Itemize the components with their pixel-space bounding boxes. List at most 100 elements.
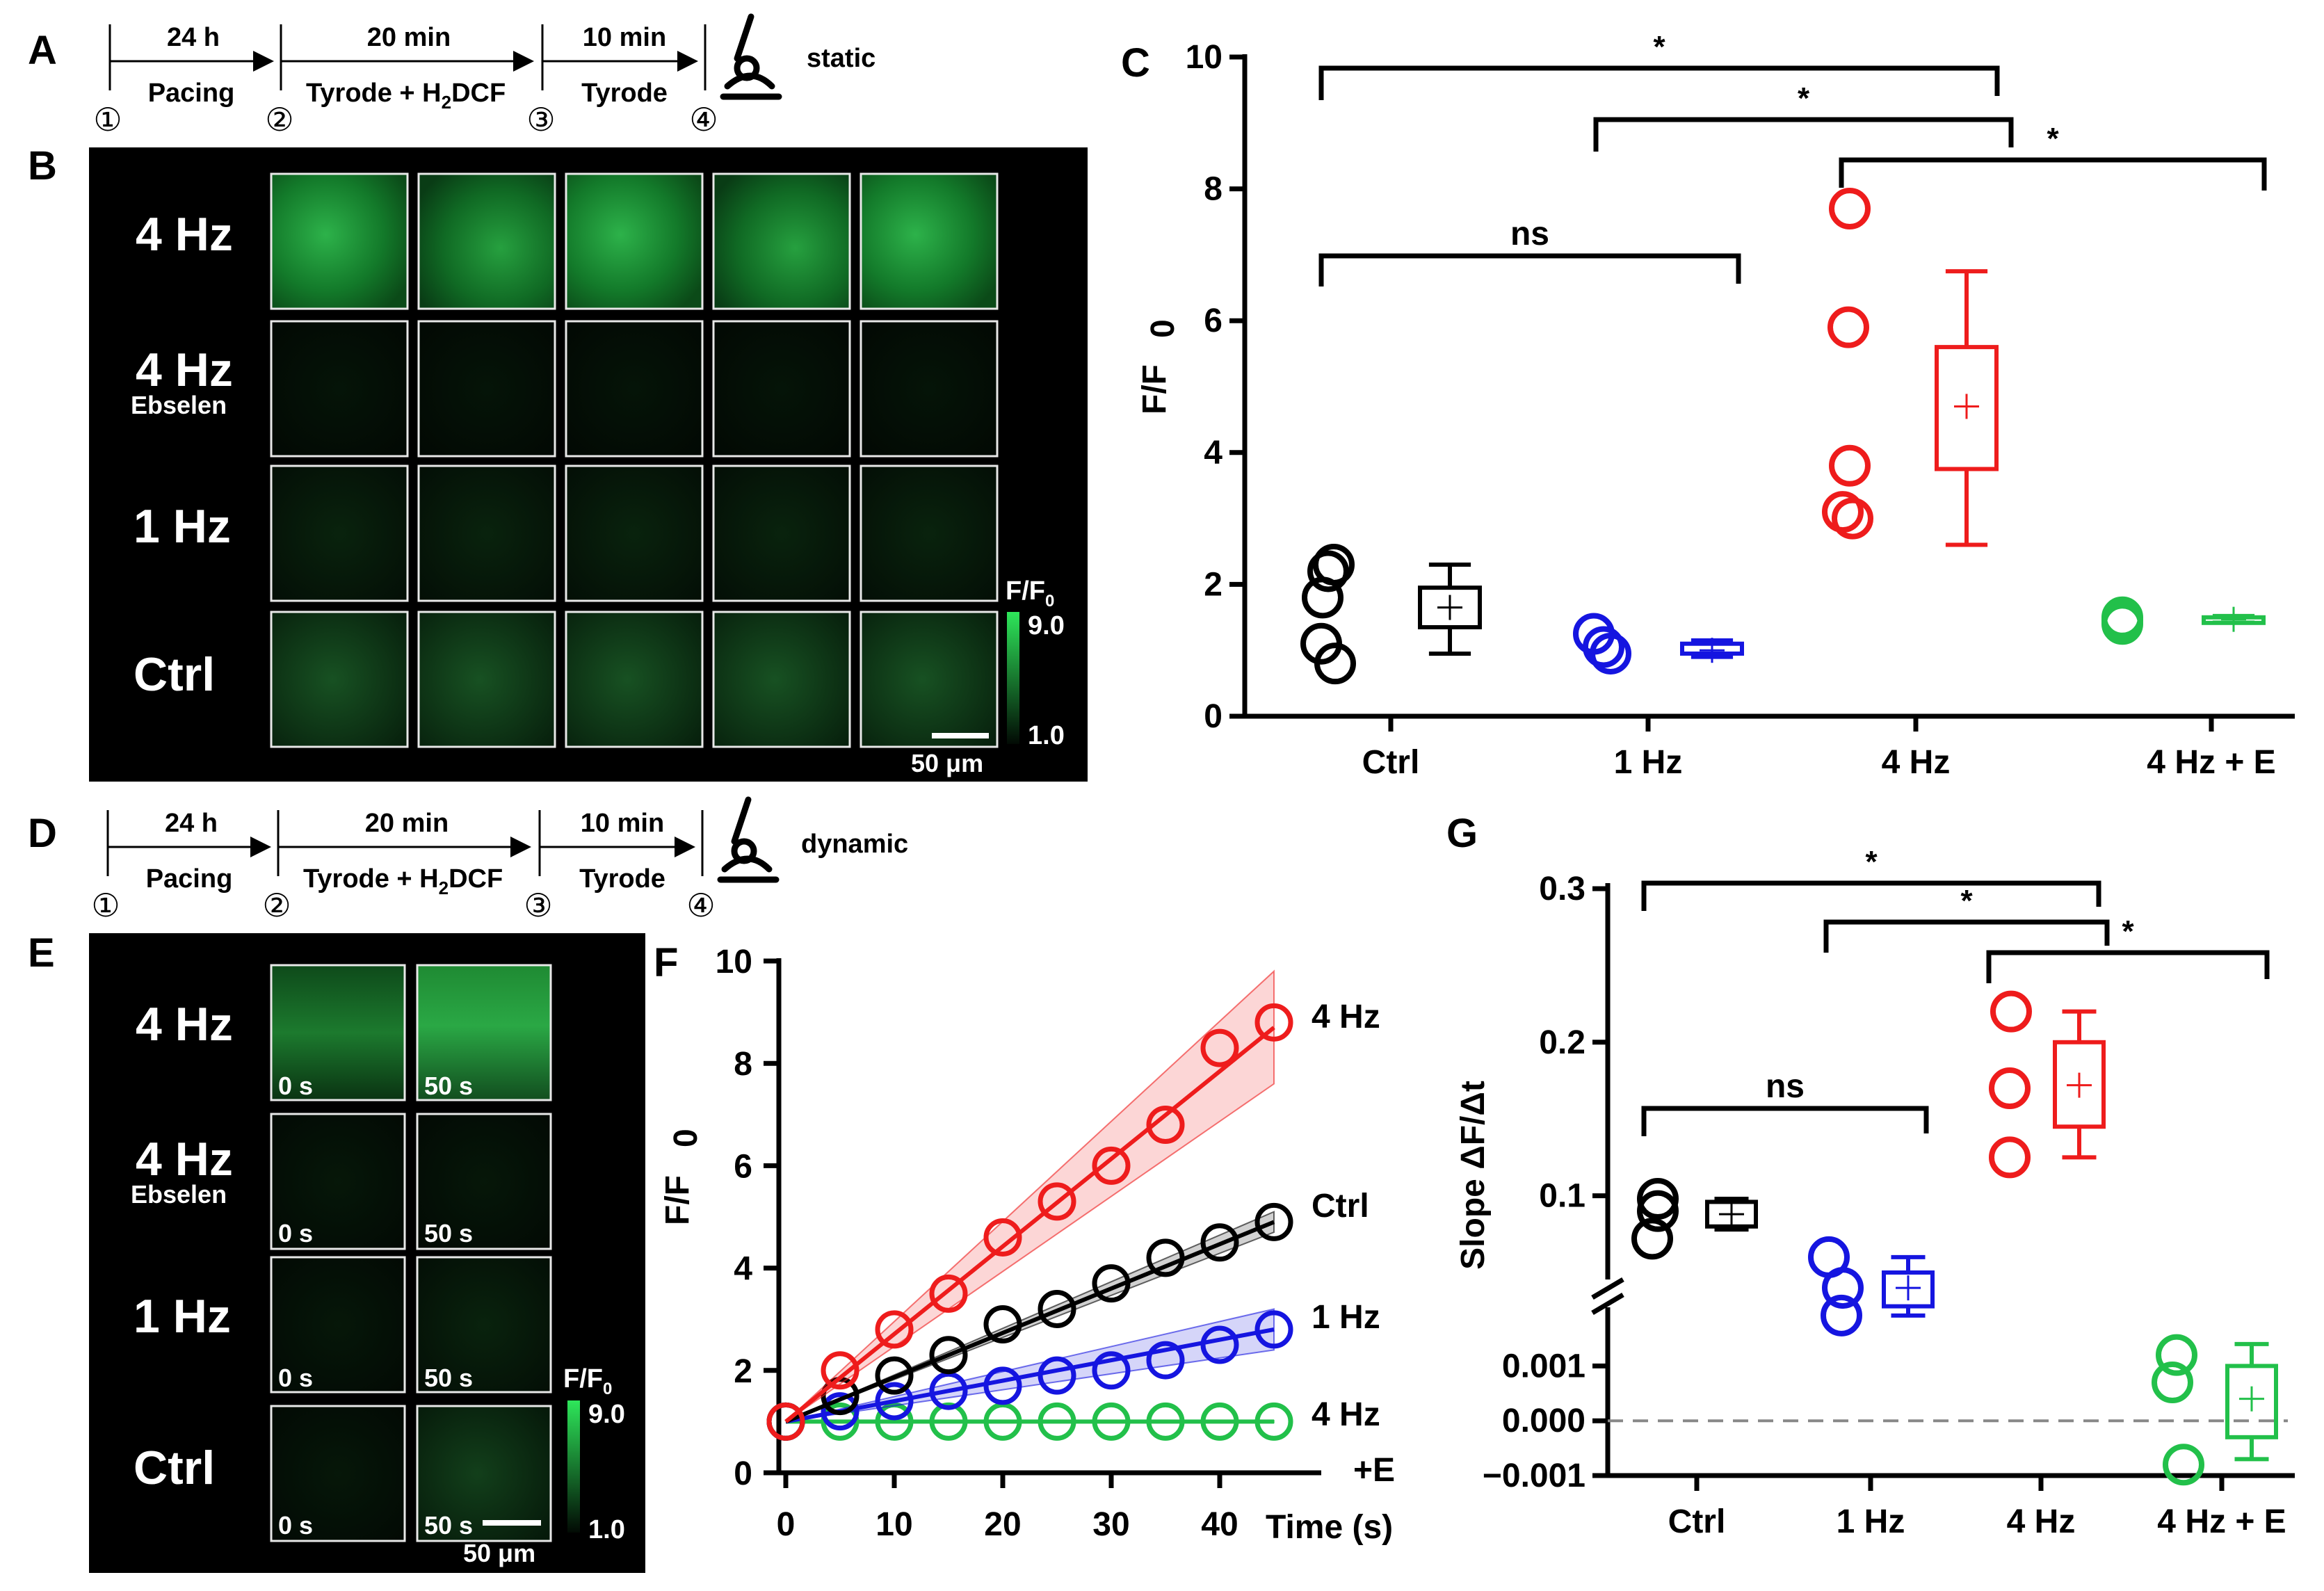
data-point bbox=[1200, 1028, 1239, 1067]
micrograph-tile bbox=[270, 172, 409, 310]
timeline-d-duration-3: 10 min bbox=[581, 809, 664, 838]
fit-line bbox=[785, 1327, 1275, 1424]
timeline-d-num-1: ① bbox=[91, 887, 120, 923]
data-point bbox=[875, 1356, 914, 1395]
timeline-d-duration-2: 20 min bbox=[365, 809, 449, 838]
box-iqr bbox=[2053, 1040, 2106, 1129]
image-panel-b: B 4 Hz 4 Hz Ebselen 1 Hz Ctrl F/F0 9.0 1… bbox=[28, 143, 1088, 782]
y-tick-label: 0.3 bbox=[1539, 871, 1585, 907]
colorbar-e-max: 9.0 bbox=[588, 1400, 625, 1429]
panel-label-a: A bbox=[28, 28, 57, 73]
data-point bbox=[1314, 643, 1356, 685]
row-e-label-ebselen: Ebselen bbox=[131, 1180, 227, 1209]
y-tick-label: 8 bbox=[734, 1046, 752, 1083]
panel-label-e: E bbox=[28, 930, 55, 976]
micrograph-tile bbox=[416, 1113, 552, 1250]
data-point bbox=[2156, 1334, 2197, 1376]
micrograph-tile bbox=[417, 465, 556, 602]
micrograph-tile bbox=[270, 1256, 406, 1394]
data-point bbox=[1637, 1178, 1679, 1220]
data-point bbox=[1307, 550, 1349, 592]
scalebar-b bbox=[932, 733, 989, 738]
data-point bbox=[1832, 497, 1873, 540]
box-iqr bbox=[1935, 345, 1999, 471]
data-point bbox=[875, 1382, 914, 1421]
x-tick-label: 40 bbox=[1201, 1506, 1238, 1543]
timeline-a-num-2: ② bbox=[265, 102, 293, 138]
data-point bbox=[1146, 1402, 1185, 1441]
data-point bbox=[875, 1310, 914, 1349]
data-point bbox=[1637, 1190, 1679, 1232]
data-point bbox=[929, 1402, 968, 1441]
data-point bbox=[1092, 1264, 1131, 1303]
micrograph-tile bbox=[712, 611, 851, 748]
timeline-a-duration-3: 10 min bbox=[583, 23, 666, 52]
y-tick-label: 0.2 bbox=[1539, 1024, 1585, 1061]
significance-label: * bbox=[1960, 884, 1973, 918]
data-point bbox=[1254, 1003, 1293, 1042]
data-point bbox=[766, 1402, 805, 1441]
timeline-d-num-2: ② bbox=[262, 887, 291, 923]
significance-label: * bbox=[1865, 845, 1878, 879]
significance-label: ns bbox=[1510, 216, 1549, 252]
timeline-a: A 24 h 20 min 10 min Pacing Tyrode + H2D… bbox=[28, 13, 875, 138]
data-point bbox=[1254, 1310, 1293, 1349]
data-point bbox=[2152, 1362, 2193, 1404]
micrograph-tile bbox=[417, 611, 556, 748]
micrograph-tile bbox=[860, 172, 999, 310]
timeline-a-num-1: ① bbox=[93, 102, 122, 138]
microscope-icon bbox=[720, 13, 782, 100]
timeline-a-num-3: ③ bbox=[526, 102, 555, 138]
micrograph-tile bbox=[416, 1405, 552, 1542]
significance-label: * bbox=[2122, 914, 2134, 948]
micrograph-tile bbox=[565, 320, 704, 458]
significance-bracket bbox=[1839, 157, 2267, 191]
row-e-label-ctrl: Ctrl bbox=[134, 1441, 215, 1494]
data-point bbox=[1200, 1402, 1239, 1441]
data-point bbox=[1302, 576, 1343, 619]
row-label-4hz-ebselen: 4 Hz bbox=[136, 344, 233, 396]
data-point bbox=[1631, 1218, 1673, 1260]
y-tick-label: 0 bbox=[734, 1455, 752, 1492]
significance-bracket bbox=[1823, 919, 2110, 953]
data-point bbox=[1092, 1146, 1131, 1185]
y-tick-label: 0.000 bbox=[1502, 1403, 1585, 1439]
micrograph-tile bbox=[565, 172, 704, 310]
data-point bbox=[2101, 603, 2143, 645]
data-point bbox=[1146, 1341, 1185, 1380]
y-axis-label: Slope ΔF/Δt bbox=[1455, 1081, 1492, 1270]
data-point bbox=[2163, 1444, 2204, 1486]
data-point bbox=[1827, 306, 1869, 348]
significance-bracket bbox=[1318, 253, 1741, 286]
time-stamp-label: 0 s bbox=[278, 1511, 313, 1540]
row-label-ctrl: Ctrl bbox=[134, 648, 215, 701]
panel-label-f: F bbox=[654, 940, 678, 985]
micrograph-grid-b bbox=[270, 172, 999, 748]
x-tick-label: Ctrl bbox=[1362, 744, 1420, 781]
y-tick-label: 10 bbox=[716, 944, 752, 980]
micrograph-tile bbox=[270, 1113, 406, 1250]
scalebar-b-label: 50 μm bbox=[911, 749, 983, 777]
micrograph-tile bbox=[860, 465, 999, 602]
micrograph-tile bbox=[416, 1256, 552, 1394]
timeline-a-duration-1: 24 h bbox=[167, 23, 220, 52]
micrograph-tile bbox=[712, 172, 851, 310]
x-tick-label: Ctrl bbox=[1668, 1503, 1726, 1540]
data-point bbox=[1822, 491, 1864, 533]
significance-bracket bbox=[1593, 117, 2014, 152]
y-axis-label: F/F bbox=[1136, 364, 1173, 414]
data-point bbox=[875, 1402, 914, 1441]
significance-bracket bbox=[1641, 880, 2101, 911]
data-point bbox=[1989, 1136, 2031, 1179]
significance-label: ns bbox=[1766, 1068, 1805, 1105]
chart-g: G 0.1 0.2 0.3 0.001 0.000 −0.001 Ctrl 1 Hz 4 Hz 4… bbox=[1446, 811, 2295, 1540]
y-tick-label: 6 bbox=[1204, 302, 1222, 339]
micrograph-tile bbox=[270, 320, 409, 458]
timeline-a-duration-2: 20 min bbox=[367, 23, 451, 52]
timeline-d-mode: dynamic bbox=[801, 830, 908, 859]
data-point bbox=[983, 1218, 1022, 1257]
y-tick-label: 6 bbox=[734, 1148, 752, 1185]
timeline-d-step-pacing: Pacing bbox=[146, 864, 233, 894]
time-stamp-label: 0 s bbox=[278, 1072, 313, 1100]
data-point bbox=[821, 1392, 860, 1431]
